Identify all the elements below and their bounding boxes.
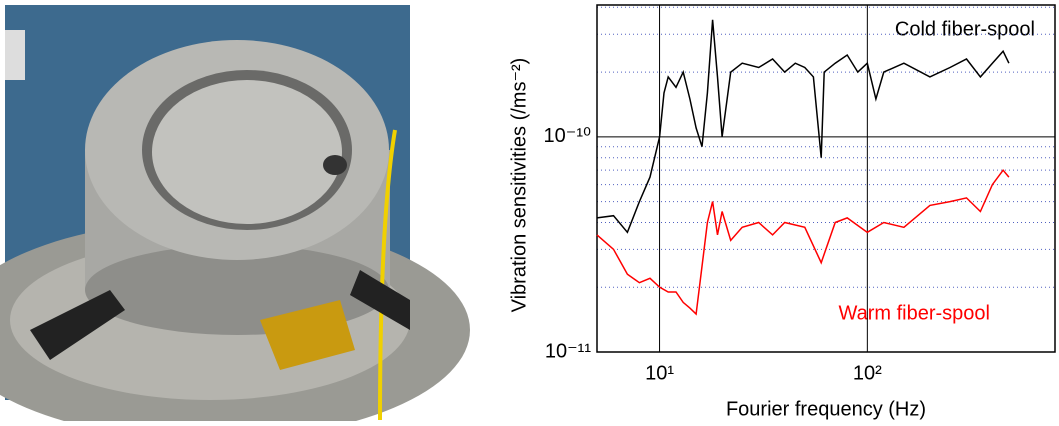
x-tick-label: 10¹ bbox=[645, 362, 674, 384]
y-tick-label: 10⁻¹⁰ bbox=[544, 125, 591, 147]
x-tick-label: 10² bbox=[853, 362, 882, 384]
series-line bbox=[596, 168, 1010, 316]
series-line bbox=[596, 19, 1010, 234]
annotation: Warm fiber-spool bbox=[838, 302, 990, 324]
annotation: Cold fiber-spool bbox=[895, 18, 1035, 40]
photo bbox=[0, 5, 470, 426]
y-axis-label: Vibration sensitivities (/ms⁻²) bbox=[508, 58, 530, 313]
y-tick-label: 10⁻¹¹ bbox=[545, 340, 591, 362]
x-axis-label: Fourier frequency (Hz) bbox=[726, 398, 926, 420]
plot-frame bbox=[596, 4, 1056, 353]
